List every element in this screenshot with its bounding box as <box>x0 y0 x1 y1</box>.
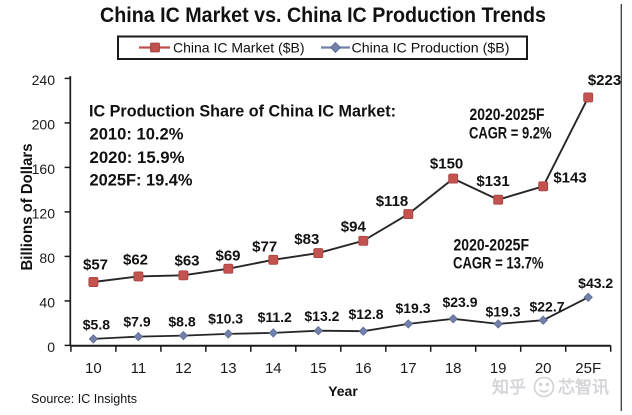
svg-text:$5.8: $5.8 <box>83 316 110 332</box>
svg-text:$43.2: $43.2 <box>578 275 613 291</box>
svg-text:$69: $69 <box>215 248 240 265</box>
svg-text:120: 120 <box>32 205 56 221</box>
svg-text:IC Production Share of China I: IC Production Share of China IC Market: <box>89 102 396 121</box>
svg-text:15: 15 <box>310 360 327 377</box>
svg-text:CAGR = 13.7%: CAGR = 13.7% <box>453 253 544 272</box>
svg-text:China IC Market ($B): China IC Market ($B) <box>173 40 304 56</box>
svg-text:Source: IC Insights: Source: IC Insights <box>31 392 137 406</box>
svg-text:2010: 10.2%: 2010: 10.2% <box>90 125 184 144</box>
svg-text:$131: $131 <box>476 173 509 190</box>
svg-text:$8.8: $8.8 <box>168 313 195 329</box>
svg-text:80: 80 <box>39 250 55 266</box>
svg-text:$83: $83 <box>294 231 319 248</box>
svg-text:2020-2025F: 2020-2025F <box>470 105 545 124</box>
svg-text:知乎: 知乎 <box>491 377 526 397</box>
svg-text:$223: $223 <box>588 72 621 89</box>
svg-text:$57: $57 <box>83 257 108 274</box>
svg-text:$12.8: $12.8 <box>348 306 383 322</box>
svg-text:240: 240 <box>32 72 56 88</box>
svg-text:$63: $63 <box>174 253 199 270</box>
svg-text:$143: $143 <box>553 170 586 187</box>
svg-text:$19.3: $19.3 <box>395 300 430 316</box>
svg-text:10: 10 <box>85 360 102 377</box>
svg-text:200: 200 <box>32 116 56 132</box>
svg-text:CAGR = 9.2%: CAGR = 9.2% <box>469 124 552 143</box>
svg-text:$150: $150 <box>430 156 463 173</box>
svg-text:$7.9: $7.9 <box>123 313 150 329</box>
svg-text:2025F: 19.4%: 2025F: 19.4% <box>90 171 193 190</box>
svg-text:11: 11 <box>131 360 147 377</box>
svg-text:19: 19 <box>490 360 507 377</box>
svg-text:14: 14 <box>265 360 282 377</box>
svg-text:17: 17 <box>400 360 417 377</box>
svg-text:$62: $62 <box>123 252 148 269</box>
svg-text:40: 40 <box>39 294 55 310</box>
svg-text:China IC Market vs. China IC P: China IC Market vs. China IC Production … <box>100 3 546 27</box>
svg-text:20: 20 <box>535 360 552 377</box>
svg-text:$22.7: $22.7 <box>529 298 564 314</box>
svg-text:$94: $94 <box>341 219 367 236</box>
svg-text:160: 160 <box>32 161 56 177</box>
svg-text:China IC Production ($B): China IC Production ($B) <box>352 40 510 56</box>
svg-text:0: 0 <box>47 339 55 355</box>
svg-text:$11.2: $11.2 <box>258 309 292 325</box>
svg-text:16: 16 <box>355 360 372 377</box>
svg-text:芯智讯: 芯智讯 <box>558 377 609 397</box>
svg-text:$118: $118 <box>376 193 409 210</box>
svg-text:$13.2: $13.2 <box>304 308 339 324</box>
svg-text:Billions of Dollars: Billions of Dollars <box>19 144 36 271</box>
svg-text:18: 18 <box>445 360 462 377</box>
svg-text:2020-2025F: 2020-2025F <box>454 236 530 255</box>
svg-text:13: 13 <box>220 360 237 377</box>
svg-text:$77: $77 <box>252 239 277 256</box>
svg-text:$23.9: $23.9 <box>442 294 477 310</box>
svg-text:$19.3: $19.3 <box>485 303 520 319</box>
svg-text:Year: Year <box>328 383 358 399</box>
svg-text:12: 12 <box>175 360 192 377</box>
svg-text:$10.3: $10.3 <box>208 311 243 327</box>
svg-text:2020: 15.9%: 2020: 15.9% <box>90 148 185 167</box>
svg-text:25F: 25F <box>575 360 601 377</box>
